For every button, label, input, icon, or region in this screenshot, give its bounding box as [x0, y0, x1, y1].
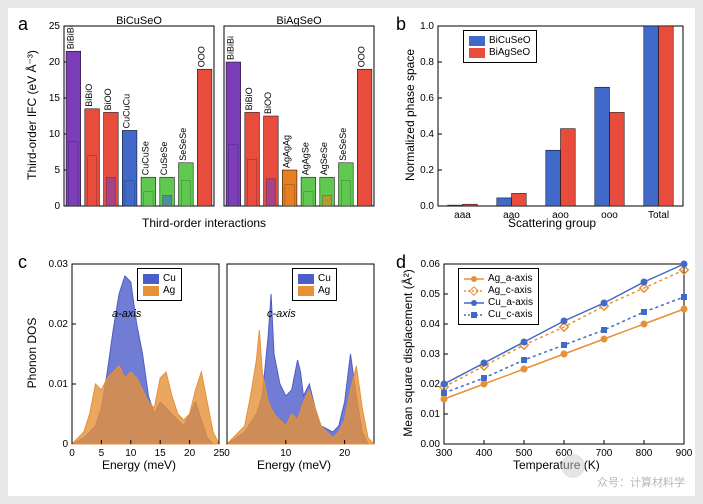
panel-d-xlabel: Temperature (K): [513, 458, 600, 472]
svg-text:0.01: 0.01: [421, 409, 441, 420]
svg-text:BiCuSeO: BiCuSeO: [116, 15, 162, 27]
svg-text:CuCuSe: CuCuSe: [140, 141, 150, 175]
svg-text:0.03: 0.03: [49, 259, 69, 270]
svg-text:CuSeSe: CuSeSe: [159, 142, 169, 176]
svg-text:BiBiBi: BiBiBi: [225, 36, 235, 60]
svg-text:Total: Total: [648, 210, 669, 221]
svg-text:OOO: OOO: [357, 46, 367, 67]
svg-text:BiBiBi: BiBiBi: [65, 25, 75, 49]
svg-text:20: 20: [184, 448, 196, 459]
panel-d-legend: Ag_a-axis Ag_c-axis Cu_a-axis Cu_c-axis: [458, 268, 539, 325]
legend-swatch-biag: [469, 48, 485, 58]
svg-text:5: 5: [54, 165, 60, 176]
legend-swatch-bicu: [469, 36, 485, 46]
svg-text:BiOO: BiOO: [263, 92, 273, 114]
svg-text:0.8: 0.8: [420, 57, 434, 68]
legend-label: BiAgSeO: [489, 47, 530, 58]
svg-text:0: 0: [54, 201, 60, 212]
svg-text:aaa: aaa: [454, 210, 471, 221]
svg-text:0.06: 0.06: [421, 259, 441, 270]
svg-text:20: 20: [49, 57, 61, 68]
legend-swatch-cu: [143, 274, 159, 284]
svg-text:0: 0: [224, 448, 230, 459]
svg-text:CuCuCu: CuCuCu: [122, 94, 132, 129]
svg-text:0.2: 0.2: [420, 165, 434, 176]
panel-a-xlabel: Third-order interactions: [142, 216, 266, 230]
svg-text:SeSeSe: SeSeSe: [178, 128, 188, 161]
svg-text:0.6: 0.6: [420, 93, 434, 104]
svg-text:0: 0: [69, 448, 75, 459]
panel-d: d Mean square displacement (Å²) 0.000.01…: [408, 256, 688, 486]
c-title-left: a-axis: [112, 308, 141, 320]
panel-b-ylabel: Normalized phase space: [403, 35, 417, 195]
svg-text:15: 15: [49, 93, 61, 104]
svg-text:BiBiO: BiBiO: [84, 84, 94, 107]
svg-text:AgAgAg: AgAgAg: [282, 135, 292, 168]
legend-label: Ag: [163, 285, 175, 296]
panel-d-ylabel: Mean square displacement (Å²): [401, 253, 415, 453]
svg-text:BiAgSeO: BiAgSeO: [276, 15, 322, 27]
svg-text:AgAgSe: AgAgSe: [300, 142, 310, 175]
panel-b-xlabel: Scattering group: [508, 216, 596, 230]
svg-text:300: 300: [436, 448, 453, 459]
svg-text:0.03: 0.03: [421, 349, 441, 360]
legend-swatch-ag: [143, 286, 159, 296]
svg-text:BiOO: BiOO: [103, 88, 113, 110]
svg-text:900: 900: [676, 448, 693, 459]
panel-c-ylabel: Phonon DOS: [25, 273, 39, 433]
panel-c: c Phonon DOS 00.010.020.0305101520250102…: [42, 256, 382, 486]
watermark-icon: [561, 454, 585, 478]
svg-text:0.4: 0.4: [420, 129, 434, 140]
svg-text:10: 10: [49, 129, 61, 140]
svg-text:0: 0: [62, 439, 68, 450]
panel-c-xlabel-r: Energy (meV): [257, 458, 331, 472]
svg-text:OOO: OOO: [197, 46, 207, 67]
panel-c-xlabel-l: Energy (meV): [102, 458, 176, 472]
watermark-text: 众号：计算材料学: [597, 474, 685, 490]
c-title-right: c-axis: [267, 308, 296, 320]
svg-text:0.02: 0.02: [421, 379, 441, 390]
panel-c-label: c: [18, 252, 27, 273]
legend-label: Cu: [163, 273, 176, 284]
svg-text:0.04: 0.04: [421, 319, 441, 330]
panel-c-legend-r: Cu Ag: [292, 268, 337, 301]
panel-b-legend: BiCuSeO BiAgSeO: [463, 30, 537, 63]
svg-text:BiBiO: BiBiO: [244, 87, 254, 110]
svg-text:0.0: 0.0: [420, 201, 434, 212]
svg-text:SeSeSe: SeSeSe: [338, 128, 348, 161]
svg-text:ooo: ooo: [601, 210, 618, 221]
svg-text:0.02: 0.02: [49, 319, 69, 330]
svg-text:1.0: 1.0: [420, 21, 434, 32]
svg-text:0.01: 0.01: [49, 379, 69, 390]
panel-a: a Third-order IFC (eV Å⁻³) 0510152025BiC…: [42, 18, 382, 240]
panel-b-label: b: [396, 14, 406, 35]
svg-text:AgSeSe: AgSeSe: [319, 142, 329, 175]
panel-b: b Normalized phase space 0.00.20.40.60.8…: [408, 18, 688, 240]
svg-text:20: 20: [339, 448, 351, 459]
svg-text:0.05: 0.05: [421, 289, 441, 300]
panel-c-legend: Cu Ag: [137, 268, 182, 301]
legend-label: BiCuSeO: [489, 35, 531, 46]
svg-text:800: 800: [636, 448, 653, 459]
svg-text:25: 25: [49, 21, 61, 32]
panel-a-label: a: [18, 14, 28, 35]
panel-a-ylabel: Third-order IFC (eV Å⁻³): [25, 35, 39, 195]
panel-a-svg: 0510152025BiCuSeOBiBiBiBiBiOBiOOCuCuCuCu…: [64, 26, 374, 206]
svg-text:400: 400: [476, 448, 493, 459]
